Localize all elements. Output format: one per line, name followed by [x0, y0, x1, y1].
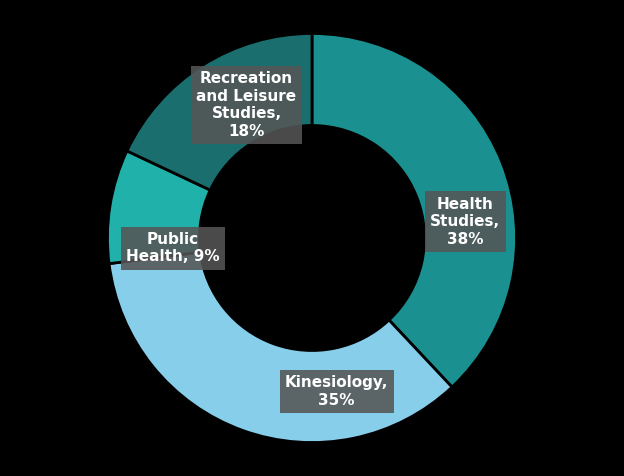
Text: Kinesiology,
35%: Kinesiology, 35%	[285, 375, 388, 407]
Wedge shape	[312, 33, 517, 387]
Text: Public
Health, 9%: Public Health, 9%	[126, 232, 220, 265]
Wedge shape	[109, 252, 452, 443]
Wedge shape	[107, 151, 210, 264]
Text: Recreation
and Leisure
Studies,
18%: Recreation and Leisure Studies, 18%	[197, 71, 296, 139]
Text: Health
Studies,
38%: Health Studies, 38%	[431, 197, 500, 247]
Wedge shape	[127, 33, 312, 190]
